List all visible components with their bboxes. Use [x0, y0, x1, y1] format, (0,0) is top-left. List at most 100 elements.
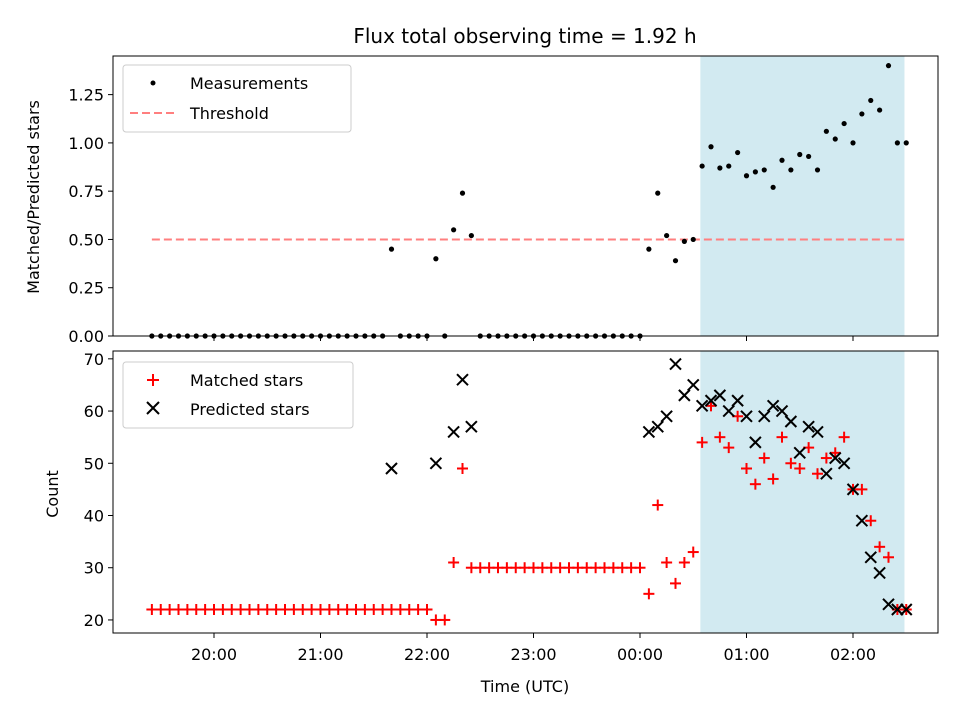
predicted-star-point: [837, 457, 851, 470]
measurement-point: [850, 140, 856, 146]
matched-star-point: [714, 431, 726, 443]
legend-predicted-marker: [146, 401, 160, 415]
predicted-star-point: [873, 566, 886, 580]
bottom-plot-frame: [112, 350, 939, 634]
matched-star-point: [776, 431, 788, 443]
x-tick-label: 00:00: [617, 645, 663, 664]
matched-star-point: [687, 546, 699, 558]
measurement-point: [672, 258, 679, 264]
y-tick-label: 0.00: [68, 327, 104, 346]
y-tick-label: 60: [84, 402, 104, 421]
measurement-point: [468, 232, 474, 239]
predicted-star-point: [891, 603, 904, 616]
y-tick-label: 20: [84, 611, 104, 630]
y-tick-label: 30: [84, 559, 104, 578]
x-tick-label: 23:00: [510, 645, 556, 664]
measurement-point: [859, 111, 865, 117]
predicted-star-point: [713, 389, 727, 402]
matched-star-point: [661, 557, 673, 568]
predicted-star-point: [678, 389, 691, 402]
legend-matched-label: Matched stars: [190, 371, 303, 390]
measurement-point: [451, 227, 457, 233]
predicted-star-point: [775, 404, 789, 418]
predicted-star-point: [766, 399, 780, 413]
predicted-star-point: [820, 467, 833, 480]
predicted-star-point: [855, 514, 869, 527]
measurement-point: [814, 167, 821, 173]
measurement-point: [894, 140, 900, 146]
predicted-star-point: [695, 399, 709, 413]
matched-star-point: [785, 457, 797, 469]
measurement-point: [806, 153, 812, 160]
top-panel: 0.00 0.25 0.50 0.75 1.00 1.25 Flux total obse…: [24, 24, 939, 346]
predicted-star-point: [722, 404, 735, 418]
predicted-star-point: [740, 410, 753, 423]
measurement-point: [433, 256, 439, 262]
predicted-star-point: [447, 425, 460, 439]
legend-threshold-label: Threshold: [189, 104, 269, 123]
predicted-star-point: [882, 598, 895, 611]
measurement-point: [664, 232, 670, 239]
matched-stars-points: [146, 400, 912, 626]
x-tick-label: 22:00: [404, 645, 450, 664]
measurement-point: [841, 120, 847, 127]
matched-star-point: [439, 614, 451, 626]
matched-star-point: [652, 499, 664, 511]
matched-star-point: [421, 604, 433, 615]
measurement-point: [885, 63, 892, 69]
legend-predicted-label: Predicted stars: [190, 400, 310, 419]
matched-star-point: [741, 463, 752, 474]
top-legend: Measurements Threshold: [122, 64, 352, 133]
top-plot-frame: [112, 55, 939, 337]
matched-star-point: [758, 452, 770, 464]
legend-measurement-marker: [150, 80, 156, 86]
matched-star-point: [883, 551, 894, 563]
measurement-point: [388, 246, 395, 252]
matched-star-point: [678, 557, 690, 568]
measurement-point: [690, 236, 696, 243]
measurement-point: [770, 184, 776, 190]
measurement-point: [761, 167, 767, 173]
predicted-star-point: [669, 357, 682, 371]
matched-star-point: [767, 473, 779, 485]
x-tick-label: 20:00: [191, 645, 237, 664]
bottom-legend: Matched stars Predicted stars: [122, 361, 354, 429]
y-tick-label: 50: [84, 454, 104, 473]
predicted-star-point: [784, 415, 798, 428]
x-tick-label: 01:00: [723, 645, 769, 664]
matched-star-point: [634, 562, 646, 574]
legend-matched-marker: [147, 374, 159, 386]
matched-star-point: [856, 483, 868, 495]
matched-star-point: [705, 400, 717, 412]
measurement-point: [877, 107, 883, 113]
measurement-point: [717, 165, 723, 171]
bottom-observing-span: [700, 351, 905, 633]
measurement-point: [797, 151, 803, 158]
measurement-point: [903, 140, 909, 146]
predicted-star-point: [846, 483, 860, 496]
y-tick-label: 0.75: [68, 182, 104, 201]
predicted-star-point: [749, 436, 762, 449]
predicted-star-point: [687, 378, 700, 392]
matched-star-point: [812, 468, 823, 480]
x-tick-label: 21:00: [297, 645, 343, 664]
measurement-point: [823, 128, 829, 134]
y-tick-label: 0.25: [68, 279, 104, 298]
y-tick-label: 40: [84, 507, 104, 526]
legend-measurements-label: Measurements: [190, 74, 308, 93]
bottom-x-axis-label: Time (UTC): [480, 677, 569, 696]
measurement-point: [868, 97, 874, 104]
measurement-point: [708, 144, 714, 150]
matched-star-point: [838, 431, 850, 443]
measurement-point: [788, 167, 794, 173]
top-y-axis-ticks: 0.00 0.25 0.50 0.75 1.00 1.25: [68, 86, 113, 346]
top-y-axis-label: Matched/Predicted stars: [24, 100, 43, 294]
y-tick-label: 1.25: [68, 86, 104, 105]
predicted-star-point: [864, 551, 877, 564]
matched-star-point: [829, 447, 841, 459]
predicted-star-point: [731, 394, 744, 407]
predicted-star-point: [465, 420, 478, 433]
matched-star-point: [723, 442, 735, 454]
measurement-point: [726, 163, 732, 169]
